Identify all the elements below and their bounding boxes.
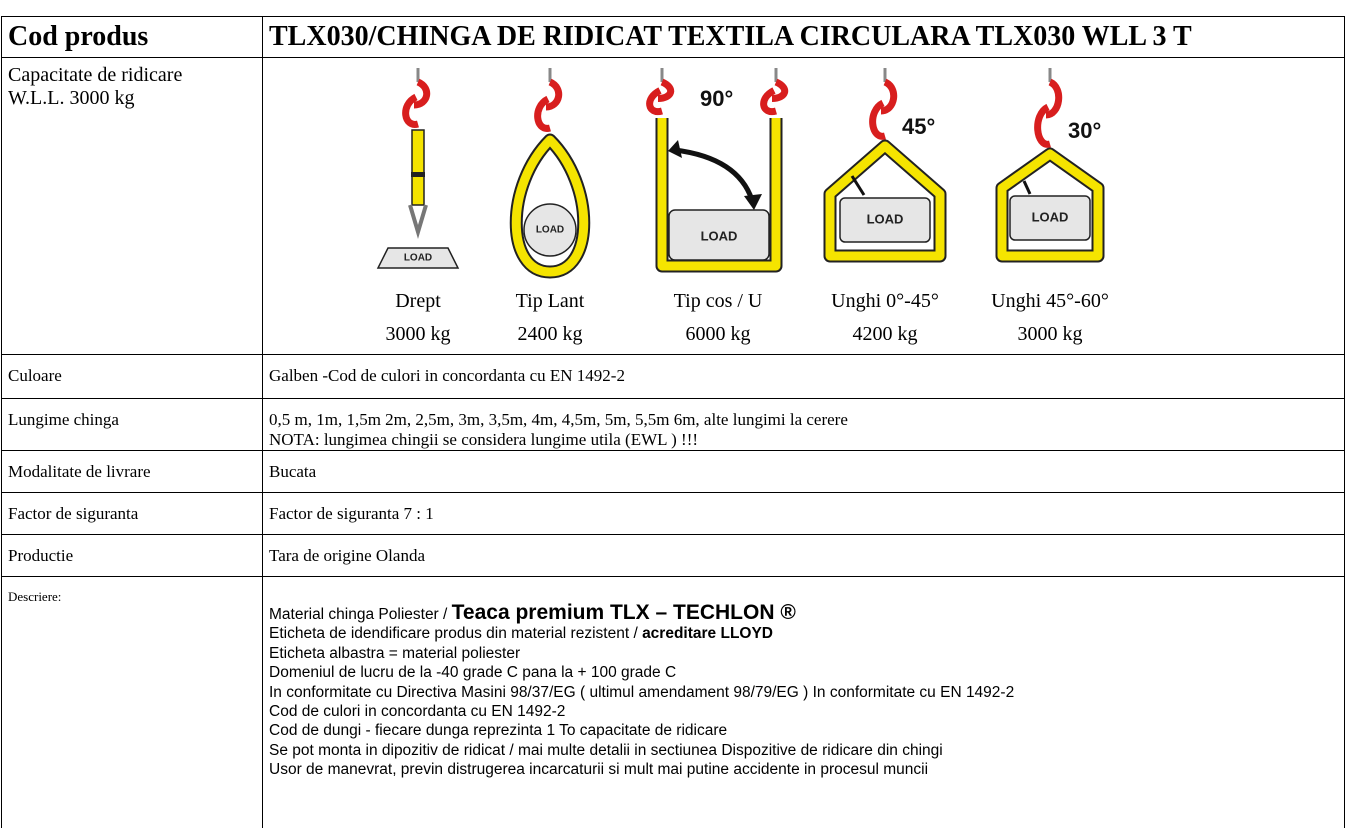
product-table: Cod produs TLX030/CHINGA DE RIDICAT TEXT… — [1, 16, 1345, 828]
row-label: Modalitate de livrare — [1, 450, 263, 493]
description-row: Descriere: Material chinga Poliester / T… — [1, 576, 1345, 828]
value-line: Factor de siguranta 7 : 1 — [269, 504, 434, 523]
line-strong: Teaca premium TLX – TECHLON ® — [451, 601, 796, 624]
sling-caption: Tip cos / U — [674, 290, 763, 312]
arrow — [674, 147, 755, 201]
sling — [511, 135, 589, 277]
table-row: Modalitate de livrare Bucata — [1, 450, 1345, 493]
description-line: Cod de dungi - fiecare dunga reprezinta … — [269, 721, 1338, 740]
value-line: Tara de origine Olanda — [269, 546, 425, 565]
description-label: Descriere: — [1, 576, 263, 828]
load-tag: LOAD — [1032, 209, 1069, 224]
line-text: Cod de dungi - fiecare dunga reprezinta … — [269, 722, 728, 740]
sling-caption: Drept — [395, 290, 441, 312]
row-label: Lungime chinga — [1, 398, 263, 451]
value-line: Galben -Cod de culori in concordanta cu … — [269, 366, 625, 385]
sling — [825, 141, 945, 261]
shackle — [408, 204, 428, 240]
arrow — [1022, 180, 1032, 195]
sling-capacity: 2400 kg — [518, 323, 583, 345]
line-text: Material chinga Poliester / — [269, 606, 452, 623]
description-line: Domeniul de lucru de la -40 grade C pana… — [269, 663, 1338, 682]
sling-capacity: 6000 kg — [686, 323, 751, 345]
line-text: Eticheta albastra = material poliester — [269, 644, 521, 662]
hook — [402, 78, 431, 128]
row-label: Factor de siguranta — [1, 492, 263, 535]
hook — [869, 78, 898, 140]
sling — [411, 129, 425, 206]
sling-caption: Tip Lant — [516, 290, 585, 312]
load — [376, 247, 460, 269]
sling-caption: Unghi 45°-60° — [991, 290, 1109, 312]
hook — [1034, 78, 1063, 148]
sling-capacity: 4200 kg — [853, 323, 918, 345]
load-tag: LOAD — [404, 253, 432, 264]
hook — [534, 78, 563, 132]
sling-caption: Unghi 0°-45° — [831, 290, 939, 312]
sling — [997, 149, 1103, 261]
value-line: NOTA: lungimea chingii se considera lung… — [269, 430, 699, 449]
description-line: Material chinga Poliester / Teaca premiu… — [269, 601, 1338, 624]
row-value: 0,5 m, 1m, 1,5m 2m, 2,5m, 3m, 3,5m, 4m, … — [262, 398, 1345, 451]
capacity-label: Capacitate de ridicare W.L.L. 3000 kg — [1, 57, 263, 355]
description-line: Usor de manevrat, previn distrugerea inc… — [269, 760, 1338, 779]
sling-capacity: 3000 kg — [386, 323, 451, 345]
row-label: Culoare — [1, 354, 263, 399]
angle-label: 45° — [902, 114, 935, 139]
line-text: Se pot monta in dipozitiv de ridicat / m… — [269, 741, 943, 759]
description-line: In conformitate cu Directiva Masini 98/3… — [269, 683, 1338, 702]
sling — [657, 118, 781, 271]
description-line: Se pot monta in dipozitiv de ridicat / m… — [269, 741, 1338, 760]
description-text: Material chinga Poliester / Teaca premiu… — [262, 576, 1345, 828]
load-tag: LOAD — [867, 211, 904, 226]
arrowhead — [668, 140, 682, 158]
arrowhead — [744, 194, 762, 210]
value-line: Bucata — [269, 462, 317, 481]
header-row: Cod produs TLX030/CHINGA DE RIDICAT TEXT… — [1, 16, 1345, 58]
arrow — [850, 175, 866, 196]
label-line: W.L.L. 3000 kg — [8, 87, 135, 109]
line-text: In conformitate cu Directiva Masini 98/3… — [269, 683, 1015, 701]
description-line: Eticheta de idendificare produs din mate… — [269, 624, 1338, 643]
line-strong: acreditare LLOYD — [642, 625, 773, 643]
line-text: Eticheta de idendificare produs din mate… — [269, 625, 643, 643]
header-label: Cod produs — [1, 16, 263, 58]
angle-label: 30° — [1068, 118, 1101, 143]
value-line: 0,5 m, 1m, 1,5m 2m, 2,5m, 3m, 3,5m, 4m, … — [269, 410, 848, 429]
band — [411, 172, 425, 177]
table-row: Lungime chinga 0,5 m, 1m, 1,5m 2m, 2,5m, … — [1, 398, 1345, 451]
load — [523, 203, 577, 257]
header-title: TLX030/CHINGA DE RIDICAT TEXTILA CIRCULA… — [262, 16, 1345, 58]
line-text: Usor de manevrat, previn distrugerea inc… — [269, 761, 929, 779]
load-tag: LOAD — [536, 225, 564, 236]
description-line: Cod de culori in concordanta cu EN 1492-… — [269, 702, 1338, 721]
load — [668, 209, 770, 261]
load — [1009, 195, 1091, 241]
line-text: Domeniul de lucru de la -40 grade C pana… — [269, 664, 677, 682]
description-line: Eticheta albastra = material poliester — [269, 644, 1338, 663]
line-text: Cod de culori in concordanta cu EN 1492-… — [269, 703, 566, 721]
hook — [646, 78, 675, 116]
sling-capacity: 3000 kg — [1018, 323, 1083, 345]
load-tag: LOAD — [701, 228, 738, 243]
capacity-images — [262, 57, 1345, 355]
table-row: Factor de siguranta Factor de siguranta 7… — [1, 492, 1345, 535]
capacity-row: Capacitate de ridicare W.L.L. 3000 kg — [1, 57, 1345, 355]
label-line: Capacitate de ridicare — [8, 64, 183, 86]
load — [839, 197, 931, 243]
angle-label: 90° — [700, 86, 733, 111]
table-row: Productie Tara de origine Olanda — [1, 534, 1345, 577]
hook — [760, 78, 789, 116]
